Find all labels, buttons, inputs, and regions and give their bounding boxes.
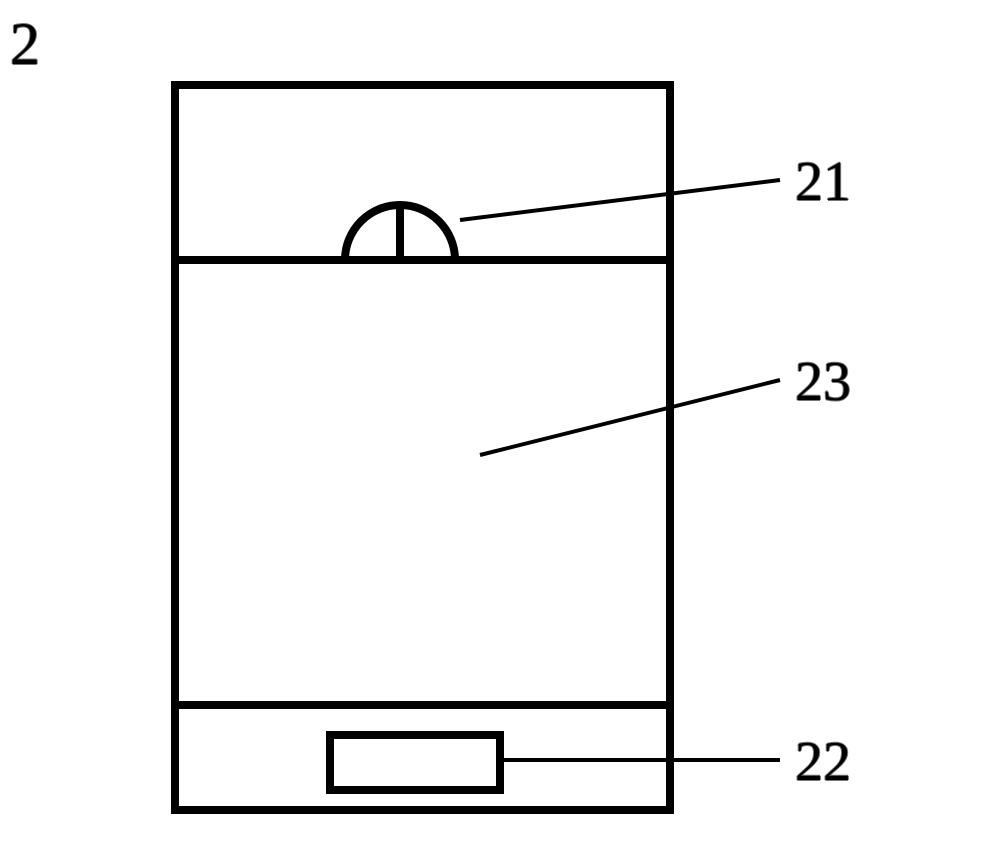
label-21: 21 xyxy=(795,150,851,214)
label-main: 2 xyxy=(10,10,40,79)
label-23: 23 xyxy=(795,350,851,414)
label-22: 22 xyxy=(795,730,851,794)
